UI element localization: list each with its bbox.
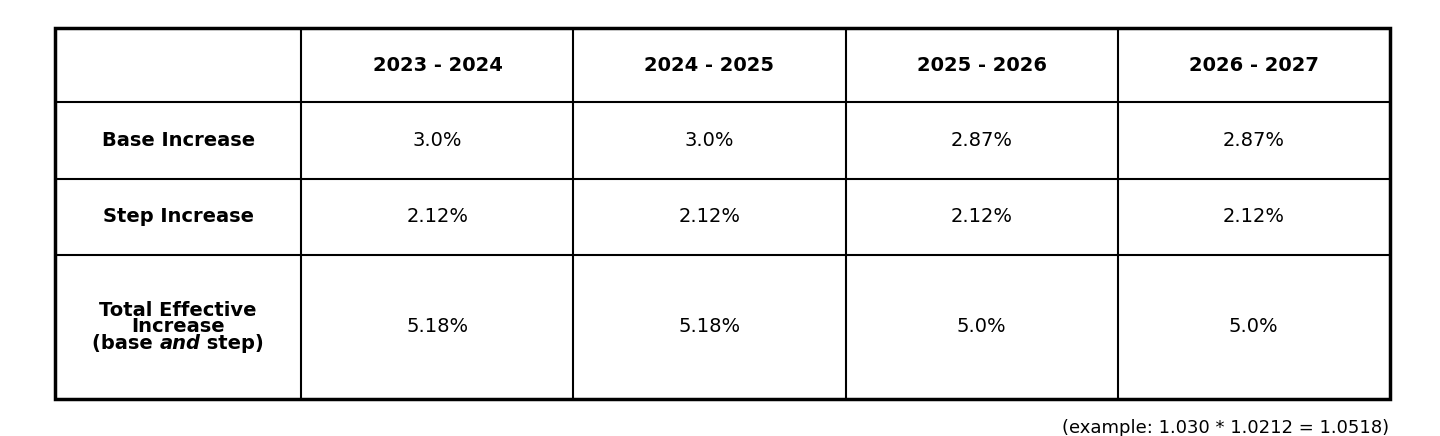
Text: 2.12%: 2.12% [678, 207, 740, 226]
Text: 2.87%: 2.87% [1223, 131, 1284, 150]
Text: 2.87%: 2.87% [950, 131, 1012, 150]
Bar [301, 28, 573, 102]
Bar [55, 28, 301, 102]
Text: 5.0%: 5.0% [1228, 317, 1279, 337]
Text: 5.0%: 5.0% [956, 317, 1007, 337]
Bar [1117, 102, 1390, 179]
Text: 2.12%: 2.12% [406, 207, 468, 226]
Bar [55, 28, 1390, 399]
Bar [55, 255, 301, 399]
Bar [845, 255, 1117, 399]
Text: 2023 - 2024: 2023 - 2024 [373, 56, 503, 75]
Bar [845, 102, 1117, 179]
Bar [573, 179, 845, 255]
Bar [301, 102, 573, 179]
Text: (base: (base [92, 334, 160, 353]
Bar [1117, 28, 1390, 102]
Text: 2026 - 2027: 2026 - 2027 [1188, 56, 1319, 75]
Bar [573, 102, 845, 179]
Text: 3.0%: 3.0% [413, 131, 462, 150]
Text: 2024 - 2025: 2024 - 2025 [645, 56, 775, 75]
Text: and: and [160, 334, 200, 353]
Bar [573, 255, 845, 399]
Text: 2.12%: 2.12% [950, 207, 1012, 226]
Text: 5.18%: 5.18% [406, 317, 468, 337]
Text: 5.18%: 5.18% [678, 317, 740, 337]
Text: Increase: Increase [131, 317, 225, 337]
Bar [845, 179, 1117, 255]
Text: step): step) [200, 334, 264, 353]
Text: 2025 - 2026: 2025 - 2026 [916, 56, 1047, 75]
Text: 3.0%: 3.0% [685, 131, 734, 150]
Text: Total Effective: Total Effective [99, 301, 256, 320]
Bar [55, 102, 301, 179]
Text: (example: 1.030 * 1.0212 = 1.0518): (example: 1.030 * 1.0212 = 1.0518) [1063, 419, 1390, 436]
Bar [301, 255, 573, 399]
Text: 2.12%: 2.12% [1223, 207, 1284, 226]
Bar [845, 28, 1117, 102]
Text: Step Increase: Step Increase [102, 207, 253, 226]
Bar [1117, 255, 1390, 399]
Text: Base Increase: Base Increase [101, 131, 255, 150]
Bar [1117, 179, 1390, 255]
Bar [55, 179, 301, 255]
Bar [301, 179, 573, 255]
Bar [573, 28, 845, 102]
